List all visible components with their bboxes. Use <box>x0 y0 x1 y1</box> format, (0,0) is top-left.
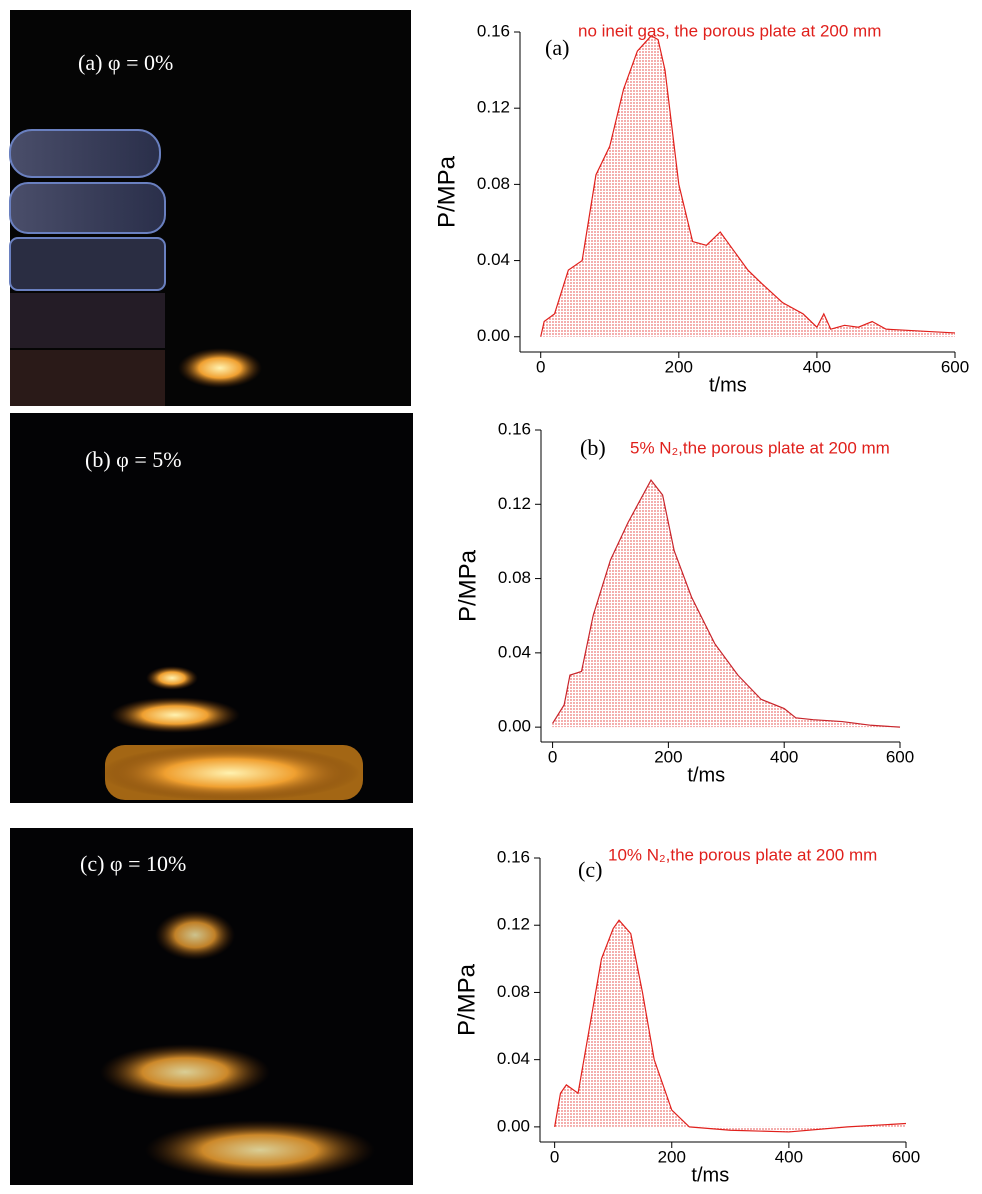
panel-label: (c) <box>578 857 602 882</box>
y-tick-label: 0.12 <box>498 494 531 513</box>
y-tick-label: 0.12 <box>477 98 510 117</box>
y-tick-label: 0.16 <box>477 21 510 40</box>
x-tick-label: 200 <box>654 747 682 766</box>
y-tick-label: 0.16 <box>498 419 531 438</box>
photo-b <box>10 413 413 803</box>
y-tick-label: 0.08 <box>498 568 531 587</box>
x-tick-label: 600 <box>886 747 914 766</box>
annotation: 5% N₂,the porous plate at 200 mm <box>630 438 890 457</box>
photo-c <box>10 828 413 1185</box>
line <box>540 35 956 337</box>
x-axis-label: t/ms <box>709 374 747 396</box>
y-tick-label: 0.04 <box>477 250 510 269</box>
x-tick-label: 0 <box>536 357 545 376</box>
x-tick-label: 200 <box>665 357 693 376</box>
line <box>554 919 907 1133</box>
x-tick-label: 200 <box>658 1147 686 1166</box>
y-tick-label: 0.00 <box>477 326 510 345</box>
y-tick-label: 0.00 <box>498 717 531 736</box>
x-tick-label: 400 <box>803 357 831 376</box>
y-axis-label: P/MPa <box>433 155 460 228</box>
area <box>554 920 906 1132</box>
y-tick-label: 0.16 <box>497 847 530 866</box>
annotation: 10% N₂,the porous plate at 200 mm <box>608 845 877 864</box>
y-tick-label: 0.08 <box>477 174 510 193</box>
panel-label: (b) <box>580 435 606 460</box>
y-tick-label: 0.00 <box>497 1116 530 1135</box>
annotation: no ineit gas, the porous plate at 200 mm <box>578 21 881 40</box>
y-tick-label: 0.12 <box>497 915 530 934</box>
x-tick-label: 0 <box>550 1147 559 1166</box>
panel-label: (a) <box>545 35 569 60</box>
x-tick-label: 600 <box>892 1147 920 1166</box>
x-axis-label: t/ms <box>691 1164 729 1186</box>
y-axis-label: P/MPa <box>453 963 480 1036</box>
x-tick-label: 0 <box>548 747 557 766</box>
line <box>552 479 901 728</box>
y-tick-label: 0.04 <box>497 1049 530 1068</box>
area <box>540 35 955 337</box>
photo-label: (a) φ = 0% <box>78 50 173 75</box>
x-tick-label: 400 <box>775 1147 803 1166</box>
photo-a <box>9 10 411 406</box>
x-tick-label: 400 <box>770 747 798 766</box>
x-tick-label: 600 <box>941 357 969 376</box>
x-axis-label: t/ms <box>687 764 725 786</box>
y-axis-label: P/MPa <box>454 549 481 622</box>
photo-label: (c) φ = 10% <box>80 851 186 876</box>
y-tick-label: 0.08 <box>497 982 530 1001</box>
photo-label: (b) φ = 5% <box>85 447 182 472</box>
area <box>552 480 900 728</box>
y-tick-label: 0.04 <box>498 642 531 661</box>
